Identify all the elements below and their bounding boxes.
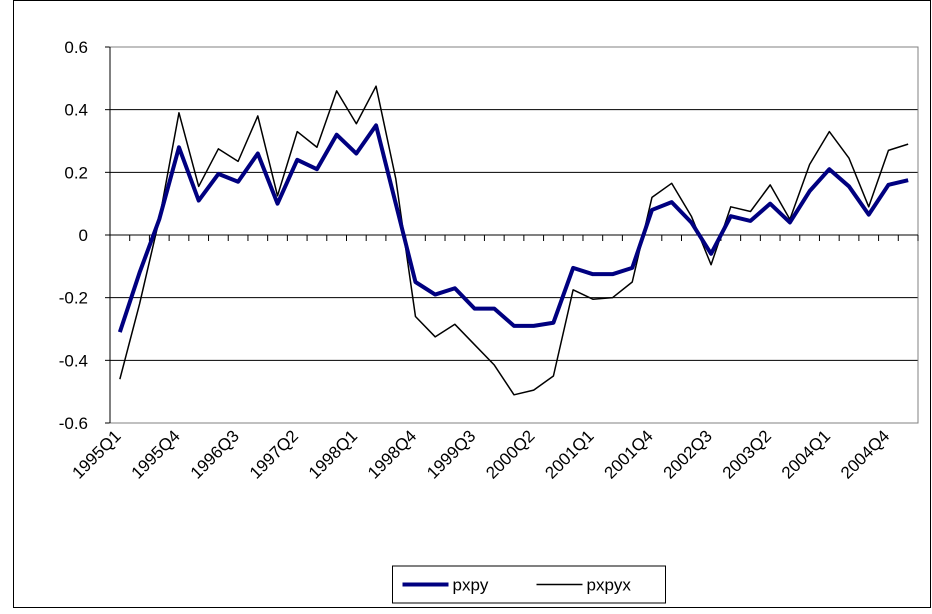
y-tick-label: -0.4 — [59, 351, 88, 370]
y-tick-label: -0.2 — [59, 289, 88, 308]
y-tick-label: -0.6 — [59, 414, 88, 433]
legend-label: pxpy — [453, 576, 489, 595]
legend: pxpy pxpyx — [392, 565, 666, 604]
legend-label: pxpyx — [587, 576, 632, 595]
data-line — [119, 85, 909, 396]
y-tick-label: 0.2 — [64, 163, 88, 182]
y-tick-label: 0 — [79, 226, 88, 245]
data-line — [117, 123, 909, 333]
y-tick-label: 0.6 — [64, 38, 88, 57]
y-tick-label: 0.4 — [64, 101, 88, 120]
